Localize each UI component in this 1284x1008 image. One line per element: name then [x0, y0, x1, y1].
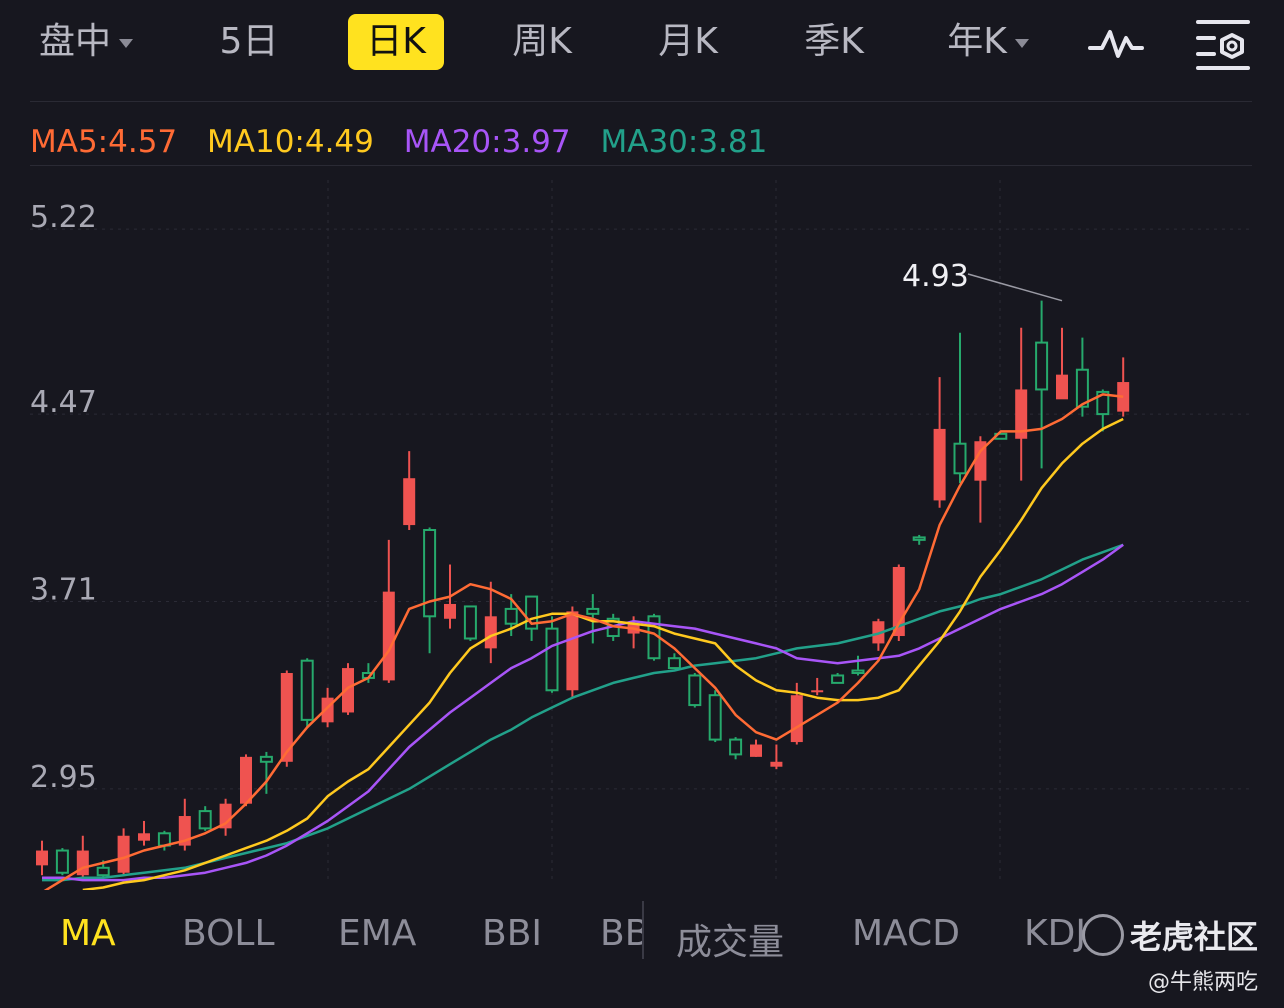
tab-label: 日K [366, 21, 426, 62]
indicator-tab-bbi[interactable]: BBI [482, 913, 543, 954]
candle-body [484, 616, 497, 649]
candle-body [403, 478, 416, 526]
chevron-down-icon [1014, 38, 1029, 48]
tab-yearly[interactable]: 年K [932, 14, 1044, 70]
candle-body [342, 668, 354, 713]
indicator-tab-ma[interactable]: MA [60, 913, 116, 954]
divider [30, 101, 1252, 102]
tiger-logo-icon [1082, 914, 1124, 956]
candle-body [1015, 389, 1028, 439]
tab-weekly[interactable]: 周K [496, 14, 588, 70]
candle-body [750, 744, 762, 757]
candle-body [729, 738, 743, 756]
candle-body [382, 591, 395, 681]
candle-body [463, 605, 477, 640]
candle-body [444, 603, 456, 619]
candle-body [1096, 390, 1110, 416]
ma30-line [42, 543, 1124, 882]
ma5-line [43, 393, 1124, 890]
tab-label: 月K [658, 21, 718, 62]
ma30-value: MA30:3.81 [600, 124, 768, 160]
candle-body [96, 866, 110, 877]
candle-body [688, 674, 702, 707]
candle-body [1035, 341, 1049, 391]
tab-5day[interactable]: 5日 [204, 14, 294, 70]
tab-label: 年K [947, 21, 1007, 62]
candle-body [117, 835, 130, 873]
candle-body [770, 761, 783, 767]
candle-body [1117, 382, 1130, 412]
ma20-line [42, 543, 1124, 882]
candle-body [1075, 368, 1089, 408]
candle-body [708, 694, 722, 741]
ma10-value: MA10:4.49 [207, 124, 374, 160]
candle-body [912, 536, 926, 541]
indicator-tab-ema[interactable]: EMA [338, 913, 417, 954]
candlestick-chart[interactable]: 5.22 4.47 3.71 2.95 4.93 [0, 170, 1284, 890]
ma5-value: MA5:4.57 [30, 124, 178, 160]
ma20-value: MA20:3.97 [403, 124, 571, 160]
candle-body [525, 595, 539, 630]
tab-monthly[interactable]: 月K [642, 14, 734, 70]
candle-body [586, 607, 600, 615]
indicator-tab-kdj[interactable]: KDJ [1024, 913, 1084, 954]
candle-body [933, 428, 946, 501]
candle-body [504, 607, 518, 625]
author-credit: @牛熊两吃 [1147, 970, 1258, 995]
candle-body [811, 690, 824, 693]
y-tick-label: 4.47 [30, 385, 97, 420]
candle-body [280, 673, 293, 762]
candle-body [55, 849, 69, 874]
ma10-line [82, 417, 1124, 890]
tab-intraday[interactable]: 盘中 [24, 14, 148, 70]
candle-body [1056, 374, 1068, 400]
candle-body [423, 529, 437, 618]
line-chart-icon[interactable] [1086, 18, 1146, 68]
candle-body [974, 441, 987, 481]
y-tick-label: 5.22 [30, 200, 97, 235]
candle-body [178, 816, 191, 846]
candle-body [667, 657, 681, 670]
candle-body [953, 442, 967, 475]
high-annotation-label: 4.93 [902, 259, 969, 294]
candle-body [198, 810, 212, 830]
tab-quarterly[interactable]: 季K [788, 14, 880, 70]
tab-label: 盘中 [38, 21, 111, 62]
indicator-tab-volume[interactable]: 成交量 [676, 922, 785, 963]
indicator-tab-macd[interactable]: MACD [852, 913, 960, 954]
tab-label: 季K [804, 21, 864, 62]
high-annotation-line [967, 273, 1063, 302]
tab-daily[interactable]: 日K [348, 14, 444, 70]
chevron-down-icon [119, 38, 133, 48]
divider [30, 165, 1252, 166]
y-tick-label: 2.95 [30, 760, 97, 795]
watermark-text: 老虎社区 [1130, 918, 1259, 956]
candle-body [138, 833, 150, 841]
y-tick-label: 3.71 [30, 573, 97, 608]
candle-body [240, 756, 252, 804]
tab-label: 5日 [219, 21, 279, 62]
tab-label: 周K [512, 21, 572, 62]
candle-body [851, 669, 865, 675]
ma-legend: MA5:4.57 MA10:4.49 MA20:3.97 MA30:3.81 [30, 124, 787, 168]
indicator-tab-bar: MA BOLL EMA BBI BB 成交量 MACD KDJ [0, 895, 1284, 975]
candle-body [545, 627, 559, 692]
indicator-tab-boll[interactable]: BOLL [182, 913, 275, 954]
candle-body [259, 755, 273, 763]
candle-body [831, 674, 845, 684]
tab-divider [642, 901, 644, 959]
candle-body [300, 659, 314, 721]
candle-body [790, 695, 803, 743]
candle-body [36, 850, 48, 866]
settings-list-icon[interactable] [1194, 16, 1252, 72]
indicator-tab-bb[interactable]: BB [600, 913, 642, 954]
candle-body [566, 611, 579, 691]
period-tab-bar: 盘中 5日 日K 周K 月K 季K 年K [0, 0, 1284, 90]
watermark: 老虎社区 [1078, 908, 1268, 958]
